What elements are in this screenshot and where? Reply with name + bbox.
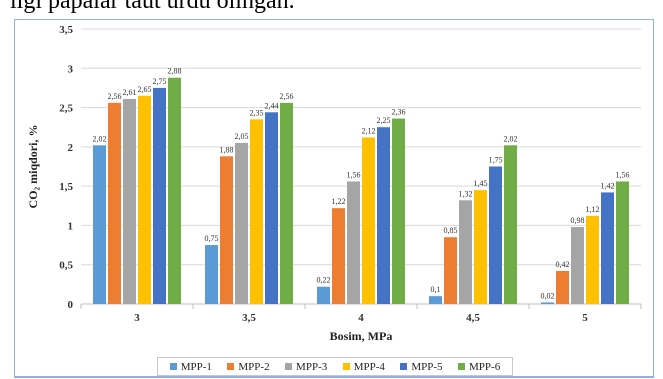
y-tick-label: 1 <box>68 220 74 232</box>
legend-item-mpp-4: MPP-4 <box>342 360 385 373</box>
bar-mpp-3-2 <box>347 181 360 304</box>
y-tick-label: 1,5 <box>59 181 73 193</box>
bar-mpp-5-2 <box>377 127 390 304</box>
legend-label: MPP-3 <box>296 360 328 373</box>
data-label: 1,56 <box>616 170 630 179</box>
data-label: 2,56 <box>280 92 294 101</box>
bar-mpp-1-0 <box>93 145 106 304</box>
bar-mpp-3-4 <box>571 227 584 304</box>
top-text: ilgi papalar taut urdu olingan. <box>10 0 295 14</box>
bar-mpp-6-0 <box>168 77 181 304</box>
bar-mpp-2-1 <box>220 156 233 304</box>
data-label: 0,22 <box>317 276 331 285</box>
legend-swatch <box>227 363 235 370</box>
legend-item-mpp-3: MPP-3 <box>285 361 327 373</box>
data-label: 0,42 <box>556 260 570 269</box>
bar-mpp-6-3 <box>504 145 517 304</box>
bar-mpp-4-4 <box>586 216 599 304</box>
bar-mpp-5-1 <box>265 112 278 305</box>
data-label: 2,02 <box>504 134 518 143</box>
legend-item-mpp-6: MPP-6 <box>458 361 500 373</box>
chart-svg: 00,511,522,533,532,022,56 2,61 2,652,752,8… <box>26 24 642 343</box>
bar-mpp-2-4 <box>556 271 569 304</box>
y-tick-label: 0 <box>68 299 74 311</box>
legend-item-mpp-5: MPP-5 <box>400 360 443 373</box>
legend-swatch <box>342 363 350 370</box>
bar-mpp-2-2 <box>332 208 345 304</box>
bar-mpp-6-2 <box>392 118 405 304</box>
legend-item-mpp-1: MPP-1 <box>169 360 212 373</box>
data-label: 1,42 <box>601 181 615 190</box>
data-label: 2,44 <box>265 101 279 110</box>
bar-mpp-1-3 <box>429 296 442 304</box>
data-label: 2,05 <box>235 132 249 141</box>
bar-mpp-1-1 <box>205 245 218 304</box>
bar-mpp-5-4 <box>601 192 614 304</box>
data-label: 2,36 <box>392 108 406 117</box>
data-label: 0,1 <box>431 285 441 294</box>
data-label: 1,56 <box>347 170 361 179</box>
bar-mpp-3-1 <box>235 142 248 304</box>
data-label: 1,45 <box>474 179 488 188</box>
bar-mpp-4-3 <box>474 190 487 304</box>
data-label: 2,25 <box>377 116 391 125</box>
data-label: 2,75 <box>153 77 167 86</box>
legend-swatch <box>458 363 466 370</box>
bar-mpp-4-0 <box>138 95 151 305</box>
legend-label: MPP-2 <box>238 360 270 373</box>
y-tick-label: 2 <box>68 142 74 154</box>
data-label: 2,56 <box>108 92 122 101</box>
data-label: 0,85 <box>444 226 458 235</box>
bar-mpp-6-4 <box>616 181 629 304</box>
x-axis-title: Bosim, MPa <box>330 329 393 343</box>
frame-bottom-border <box>14 376 654 378</box>
y-axis-title: CO₂ miqdori, % <box>26 125 40 209</box>
bar-mpp-1-4 <box>541 302 554 304</box>
data-label: 2,88 <box>168 67 182 76</box>
data-label: 2,02 <box>93 134 107 143</box>
legend-item-mpp-2: MPP-2 <box>227 360 270 373</box>
chart-legend: MPP-1 MPP-2 MPP-3 MPP-4 MPP-5 MPP-6 <box>157 357 513 376</box>
top-text-strip: ilgi papalar taut urdu olingan. <box>0 0 663 18</box>
data-label: 2,61 <box>123 88 137 97</box>
data-label: 0,02 <box>541 291 555 300</box>
legend-label: MPP-4 <box>353 360 385 373</box>
bar-mpp-4-1 <box>250 119 263 304</box>
bar-mpp-3-3 <box>459 200 472 304</box>
data-label: 1,75 <box>489 156 503 165</box>
bar-mpp-5-0 <box>153 87 166 304</box>
bar-mpp-2-0 <box>108 102 121 304</box>
x-tick-label: 3 <box>134 312 140 324</box>
bar-mpp-3-0 <box>123 98 136 304</box>
data-label: 0,75 <box>205 234 219 243</box>
data-label: 2,65 <box>138 85 152 94</box>
bar-mpp-2-3 <box>444 237 457 304</box>
x-tick-label: 4,5 <box>466 312 480 324</box>
x-tick-label: 5 <box>582 312 588 324</box>
legend-label: MPP-5 <box>411 360 443 373</box>
data-label: 1,88 <box>220 145 234 154</box>
data-label: 1,12 <box>586 205 600 214</box>
data-label: 0,98 <box>571 216 585 225</box>
x-tick-label: 3,5 <box>242 312 256 324</box>
x-tick-label: 4 <box>358 312 364 324</box>
y-tick-label: 3,5 <box>59 24 73 36</box>
legend-label: MPP-1 <box>180 360 212 373</box>
bar-mpp-5-3 <box>489 166 502 304</box>
legend-swatch <box>400 363 408 370</box>
legend-label: MPP-6 <box>469 360 501 373</box>
bar-mpp-6-1 <box>280 102 293 304</box>
bar-mpp-4-2 <box>362 137 375 304</box>
data-label: 2,35 <box>250 108 264 117</box>
legend-swatch <box>285 363 293 370</box>
data-label: 1,22 <box>332 197 346 206</box>
data-label: 1,32 <box>459 189 473 198</box>
legend-swatch <box>169 363 177 370</box>
chart-frame: 0 0,5 1 1,5 2 2,5 3 3,5 3 2,02 2,56 2,61 2,65 2,75 2,8… <box>14 19 654 378</box>
data-label: 2,12 <box>362 126 376 135</box>
y-tick-label: 0,5 <box>59 260 73 272</box>
bar-mpp-1-2 <box>317 286 330 304</box>
y-tick-label: 3 <box>68 63 74 75</box>
y-tick-label: 2,5 <box>59 103 73 115</box>
